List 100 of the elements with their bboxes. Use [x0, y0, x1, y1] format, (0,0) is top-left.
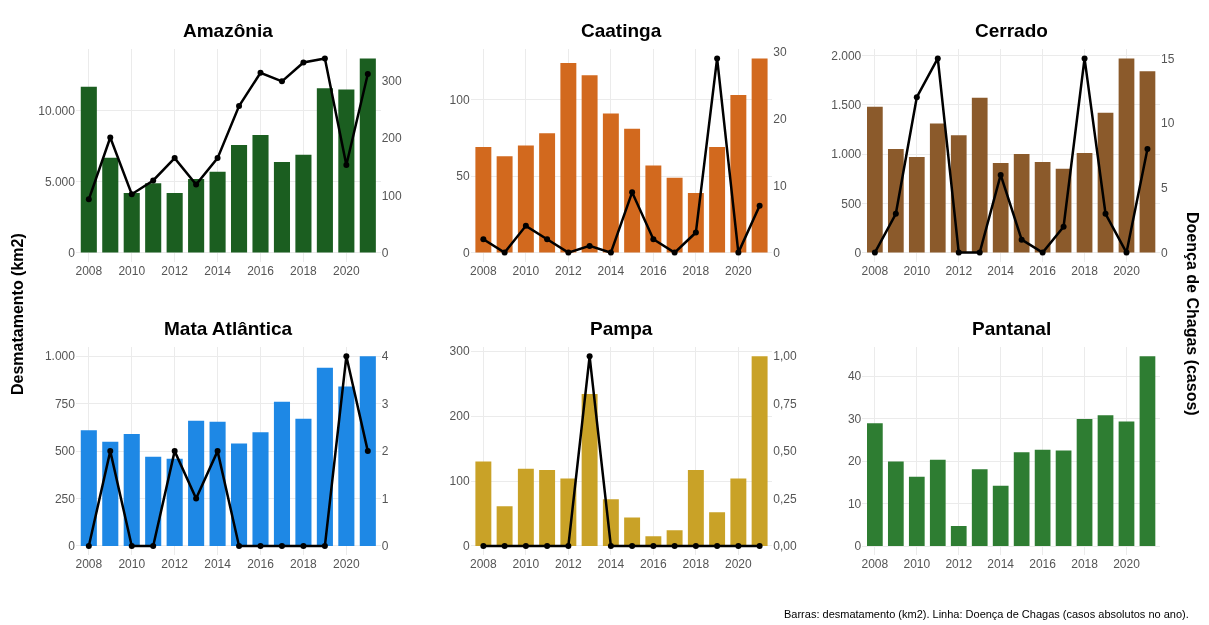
- point: [193, 495, 200, 502]
- y-tick-label: 30: [847, 411, 862, 426]
- x-tick-label: 2016: [640, 557, 668, 572]
- bar: [496, 506, 513, 546]
- point: [364, 448, 371, 455]
- point: [300, 542, 307, 549]
- x-tick-label: 2020: [1113, 264, 1141, 279]
- bar: [209, 421, 226, 546]
- x-tick-label: 2012: [945, 264, 973, 279]
- bar: [1118, 421, 1135, 547]
- bar: [80, 86, 97, 253]
- point: [128, 191, 135, 198]
- y2-tick-label: 10: [773, 178, 788, 193]
- bar: [666, 530, 683, 546]
- x-tick-label: 2012: [555, 557, 583, 572]
- point: [607, 249, 614, 256]
- y-tick-label: 200: [449, 409, 470, 424]
- point: [214, 448, 221, 455]
- x-tick-label: 2018: [290, 264, 318, 279]
- point: [650, 236, 657, 243]
- point: [300, 59, 307, 66]
- y-tick-label: 20: [847, 454, 862, 469]
- point: [85, 542, 92, 549]
- x-tick-label: 2018: [682, 557, 710, 572]
- x-tick-label: 2016: [247, 557, 275, 572]
- bar: [231, 443, 248, 546]
- point: [565, 249, 572, 256]
- x-tick-label: 2012: [555, 264, 583, 279]
- bar: [950, 526, 967, 547]
- point: [671, 249, 678, 256]
- point: [150, 542, 157, 549]
- point: [522, 222, 529, 229]
- point: [364, 70, 371, 77]
- y-tick-label: 1.000: [831, 147, 862, 162]
- y2-tick-label: 2: [381, 444, 389, 459]
- x-tick-label: 2016: [1029, 557, 1057, 572]
- point: [1123, 249, 1130, 256]
- bar: [908, 157, 925, 253]
- y-tick-label: 2.000: [831, 48, 862, 63]
- bar: [887, 461, 904, 547]
- point: [629, 189, 636, 196]
- bar: [359, 58, 376, 253]
- x-tick-label: 2014: [204, 264, 232, 279]
- y-tick-label: 10.000: [38, 104, 76, 119]
- bar: [581, 393, 598, 546]
- point: [586, 242, 593, 249]
- bar: [908, 476, 925, 547]
- point: [85, 196, 92, 203]
- bar: [316, 88, 333, 253]
- bar: [730, 95, 747, 253]
- bar: [517, 468, 534, 546]
- point: [501, 249, 508, 256]
- bar: [517, 145, 534, 253]
- bar: [209, 171, 226, 253]
- x-tick-label: 2010: [512, 264, 540, 279]
- bar: [252, 134, 269, 253]
- y-tick-label: 0: [854, 245, 862, 260]
- x-tick-label: 2020: [1113, 557, 1141, 572]
- point: [1144, 146, 1151, 153]
- bar: [709, 147, 726, 253]
- y2-tick-label: 1: [381, 491, 389, 506]
- y-tick-label: 750: [54, 396, 76, 411]
- x-tick-label: 2020: [725, 557, 753, 572]
- point: [955, 249, 962, 256]
- x-tick-label: 2018: [682, 264, 710, 279]
- y-tick-label: 300: [449, 344, 470, 359]
- y2-tick-label: 20: [773, 111, 788, 126]
- y2-tick-label: 100: [381, 188, 403, 203]
- bar: [123, 434, 140, 546]
- y-tick-label: 250: [54, 491, 76, 506]
- y2-tick-label: 0: [1161, 245, 1169, 260]
- x-tick-label: 2018: [1071, 264, 1099, 279]
- point: [480, 236, 487, 243]
- bar: [992, 485, 1009, 547]
- x-tick-label: 2014: [204, 557, 232, 572]
- bar: [1034, 161, 1051, 253]
- bar: [1139, 356, 1156, 547]
- bar: [1013, 154, 1030, 253]
- bar: [645, 165, 662, 253]
- y2-tick-label: 3: [381, 396, 389, 411]
- bar: [1139, 71, 1156, 253]
- bar: [1055, 450, 1072, 547]
- bar: [730, 478, 747, 546]
- x-tick-label: 2012: [161, 264, 189, 279]
- bar: [929, 123, 946, 253]
- bar: [475, 461, 492, 546]
- bar: [188, 420, 205, 546]
- y2-axis-title: Doença de Chagas (casos): [1183, 212, 1201, 416]
- bar: [581, 75, 598, 253]
- point: [892, 210, 899, 217]
- y2-tick-label: 200: [381, 131, 403, 146]
- bar: [338, 386, 355, 546]
- bar: [1076, 419, 1093, 547]
- point: [193, 181, 200, 188]
- y-tick-label: 500: [841, 196, 862, 211]
- bar: [971, 469, 988, 547]
- bar: [273, 401, 291, 546]
- point: [913, 94, 920, 101]
- y-tick-label: 10: [847, 496, 862, 511]
- point: [976, 249, 983, 256]
